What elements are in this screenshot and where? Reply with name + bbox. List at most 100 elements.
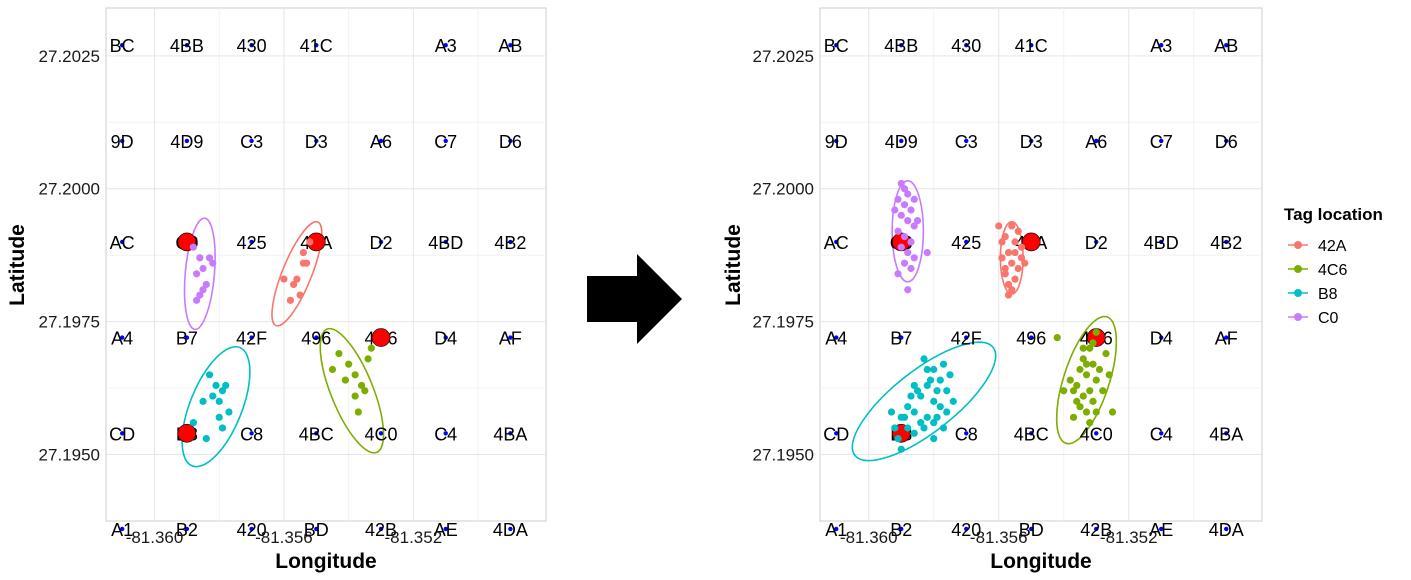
point-c0 — [189, 243, 197, 251]
station-label: 496 — [1016, 329, 1046, 349]
left-y-axis-title: Latitude — [6, 224, 29, 306]
point-c0 — [199, 264, 207, 273]
station-dot — [1029, 431, 1034, 436]
point-b8 — [199, 397, 207, 405]
tag-marker-b8 — [177, 423, 197, 443]
point-b8 — [926, 376, 935, 384]
station-label: AC — [110, 233, 135, 253]
point-b8 — [936, 376, 944, 384]
station-dot — [1159, 526, 1164, 532]
point-c0 — [209, 259, 217, 267]
left-ellipses — [181, 217, 385, 468]
ellipse-c0 — [183, 217, 216, 331]
point-b8 — [910, 381, 918, 390]
station-label: A4 — [825, 329, 847, 349]
point-4c6 — [1082, 360, 1091, 368]
point-c0 — [907, 264, 915, 273]
station-label: D2 — [369, 233, 392, 253]
point-42a — [995, 222, 1003, 230]
point-c0 — [904, 217, 912, 225]
point-42a — [1017, 254, 1026, 262]
point-c0 — [205, 254, 214, 262]
point-c0 — [900, 259, 909, 267]
point-c0 — [907, 206, 915, 214]
station-label: A3 — [1150, 36, 1172, 56]
station-dot — [1224, 43, 1229, 48]
point-42a — [998, 254, 1006, 262]
point-b8 — [923, 413, 931, 421]
station-label: 4D9 — [885, 132, 918, 152]
left-points — [189, 238, 375, 443]
station-dot — [964, 431, 969, 436]
station-label: A1 — [111, 520, 133, 540]
station-dot — [119, 526, 125, 532]
point-c0 — [192, 296, 201, 304]
station-label: BD — [304, 520, 329, 540]
point-4c6 — [351, 371, 359, 379]
station-dot — [249, 431, 254, 436]
station-dot — [314, 138, 319, 144]
point-c0 — [897, 211, 905, 219]
point-c0 — [196, 291, 204, 299]
point-42a — [1004, 248, 1013, 257]
station-dot — [1029, 526, 1034, 532]
station-label: 430 — [951, 36, 981, 56]
station-dot — [1029, 43, 1034, 48]
point-42a — [1021, 259, 1029, 267]
station-label: AE — [1149, 520, 1173, 540]
station-label: 9D — [111, 132, 134, 152]
station-dot — [899, 138, 904, 144]
right-grid — [820, 8, 1262, 521]
station-dot — [249, 335, 254, 340]
station-dot — [119, 138, 125, 144]
station-label: D2 — [1085, 233, 1108, 253]
left-axes: -81.360 -81.356 -81.352 27.1950 27.1975 27.20… — [39, 47, 443, 547]
x-tick-label: -81.360 — [840, 528, 898, 547]
point-b8 — [904, 424, 912, 432]
point-b8 — [917, 419, 925, 427]
point-4c6 — [1099, 387, 1107, 395]
point-42a — [1001, 270, 1009, 278]
point-b8 — [218, 387, 227, 395]
station-dot — [443, 335, 448, 340]
station-label: D3 — [305, 132, 328, 152]
station-label: C7 — [434, 132, 457, 152]
point-b8 — [215, 397, 223, 405]
station-dot — [964, 43, 969, 48]
point-4c6 — [354, 408, 362, 416]
point-4c6 — [1095, 365, 1104, 374]
station-label: 4DA — [1209, 520, 1244, 540]
transition-arrow-icon — [587, 254, 682, 344]
station-dot — [184, 43, 190, 48]
point-4c6 — [1092, 376, 1100, 384]
legend-key-dot — [1294, 265, 1302, 273]
station-label: 4BD — [428, 233, 463, 253]
station-dot — [378, 239, 384, 245]
point-4c6 — [1082, 408, 1091, 416]
point-42a — [286, 296, 295, 304]
point-b8 — [900, 413, 909, 421]
station-label: B7 — [890, 329, 912, 349]
point-42a — [1011, 248, 1019, 257]
station-dot — [508, 43, 513, 48]
point-4c6 — [341, 376, 350, 384]
point-42a — [296, 291, 304, 299]
point-4c6 — [1076, 403, 1084, 411]
station-dot — [834, 335, 839, 340]
point-b8 — [923, 381, 931, 390]
point-4c6 — [1073, 397, 1081, 405]
right-x-axis-title: Longitude — [990, 550, 1091, 573]
x-tick-label: -81.352 — [1100, 528, 1158, 547]
station-dot — [378, 526, 384, 532]
station-dot — [184, 335, 190, 340]
station-dot — [834, 239, 839, 245]
station-label: 4BC — [299, 424, 334, 444]
station-label: A6 — [1085, 132, 1107, 152]
station-label: 4C0 — [364, 424, 397, 444]
point-42a — [1004, 280, 1013, 289]
station-dot — [1159, 335, 1164, 340]
station-label: BC — [110, 36, 135, 56]
station-label: D6 — [1215, 132, 1238, 152]
point-42a — [302, 259, 311, 267]
